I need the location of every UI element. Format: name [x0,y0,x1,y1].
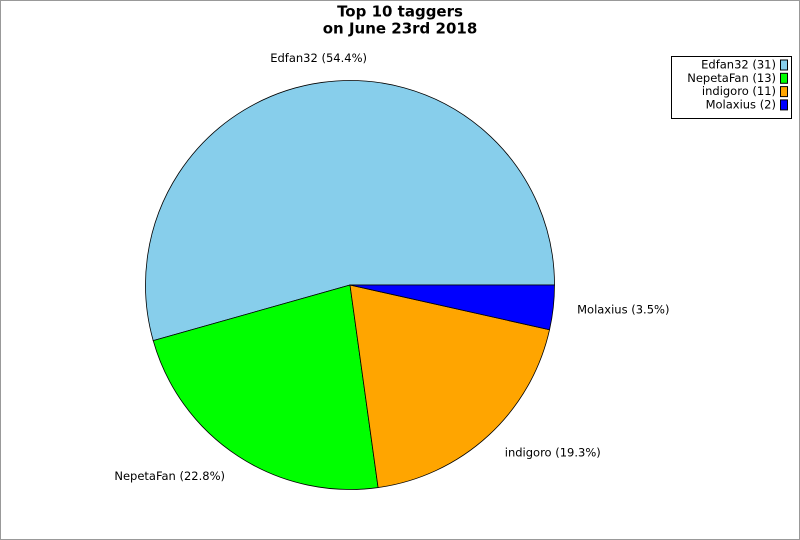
legend-swatch [780,72,788,84]
slice-label: Molaxius (3.5%) [577,303,669,317]
legend-label: Molaxius (2) [706,97,776,111]
chart-title: on June 23rd 2018 [323,20,478,38]
pie-slice [152,284,379,490]
legend-swatch [780,59,788,71]
legend-label: Edfan32 (31) [701,58,776,72]
pie-slice [349,284,555,331]
slice-label: Edfan32 (54.4%) [270,51,367,65]
legend-swatch [780,99,788,111]
legend-box [671,56,792,119]
slice-label: NepetaFan (22.8%) [114,469,225,483]
legend-label: NepetaFan (13) [687,71,776,85]
legend-label: indigoro (11) [702,84,776,98]
slice-label: indigoro (19.3%) [505,446,601,460]
legend-swatch [780,86,788,98]
chart-title: Top 10 taggers [337,3,463,21]
legend: Edfan32 (31)NepetaFan (13)indigoro (11)M… [671,56,792,119]
pie-slice [145,80,555,342]
pie-slice [349,284,551,489]
pie: Edfan32 (54.4%) NepetaFan (22.8%) indigoro… [114,51,669,490]
